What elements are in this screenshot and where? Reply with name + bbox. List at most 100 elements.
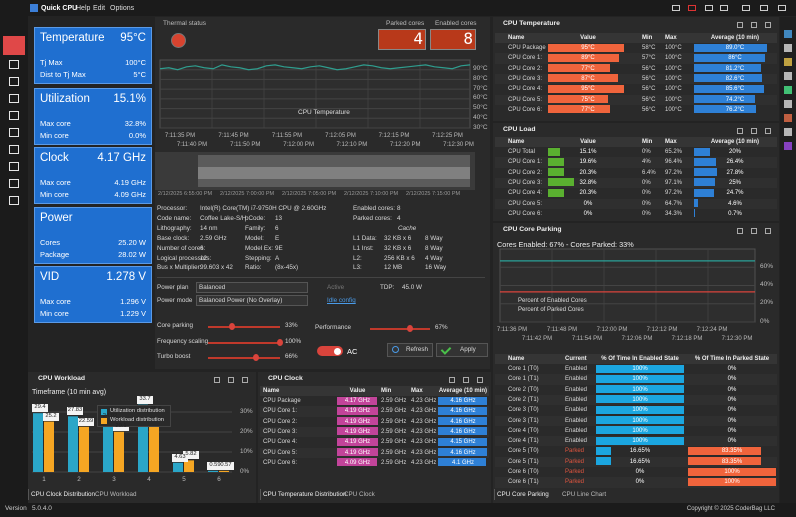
cell: 0% [583, 200, 593, 207]
label: Ratio: [245, 264, 262, 272]
cell: CPU Core 2: [508, 65, 543, 72]
table-bar [548, 53, 620, 62]
column-header: Value [349, 388, 366, 394]
cell: 56°C [642, 86, 656, 93]
cell: 19.6% [579, 159, 597, 166]
value-label: 0.59 [209, 461, 221, 468]
menu-item[interactable]: Options [110, 5, 135, 12]
cell: 4.23 GHz [411, 459, 437, 466]
table-bar [548, 95, 608, 103]
table-bar [694, 95, 755, 103]
tab[interactable]: CPU Clock [344, 491, 375, 498]
tile [34, 147, 152, 204]
cell: 4.19 GHz [344, 428, 371, 435]
label: 4 [413, 29, 423, 48]
panel-button [751, 228, 757, 234]
table-bar [694, 157, 716, 166]
table-bar [694, 53, 765, 62]
value-label: 0.57 [220, 461, 232, 468]
table-bar [548, 74, 618, 83]
cell: 100% [724, 469, 740, 475]
table-header [495, 33, 777, 43]
x-tick-label: 7:12:05 PM [325, 133, 356, 139]
cell: Parked [565, 448, 585, 455]
table-bar [337, 448, 378, 456]
table-bar [337, 427, 378, 436]
label: Frequency scaling [157, 338, 209, 345]
value-label-box [32, 404, 48, 413]
tab[interactable]: CPU Core Parking [497, 491, 549, 498]
panel-title: CPU Workload [38, 375, 86, 382]
label: L1 Inst: [353, 244, 374, 252]
cell: Enabled [565, 386, 588, 393]
label: 4 [397, 214, 401, 222]
tile [34, 88, 152, 145]
link[interactable]: Idle config [327, 297, 356, 304]
cell: 2.59 GHz [381, 398, 407, 404]
cell: CPU Package [263, 398, 301, 404]
value-label: 28.5 [150, 406, 162, 412]
nav-icon [9, 111, 19, 120]
button-label[interactable]: Apply [460, 346, 476, 353]
table-row [495, 177, 777, 189]
label: Turbo boost [157, 353, 191, 360]
label: Min core [40, 309, 69, 318]
cell: 64.7% [665, 200, 683, 207]
cell: 16.65% [629, 448, 651, 455]
label: 28.02 W [118, 250, 146, 259]
tab-edge [494, 489, 495, 500]
label: 8 [463, 29, 473, 48]
label: TDP: [380, 284, 395, 291]
value-label: 20.1 [115, 422, 127, 429]
dropdown-value[interactable]: Balanced Power (No Overlay) [199, 297, 283, 304]
table-row [495, 73, 777, 85]
label: (8x-45x) [275, 264, 299, 272]
table-row [495, 477, 777, 488]
strip-icon [784, 44, 792, 52]
label: 4.09 GHz [114, 190, 146, 199]
label: Parked cores: [353, 214, 392, 222]
label: 5.0.4.0 [32, 505, 52, 512]
table-bar [694, 209, 695, 218]
cell: 83.35% [721, 448, 743, 455]
value-label-box [67, 407, 83, 416]
cell: CPU Core 3: [263, 428, 298, 435]
tab[interactable]: CPU Temperature Distribution [263, 491, 347, 498]
table-bar [548, 147, 561, 156]
table-bar [438, 448, 488, 456]
tile [34, 27, 152, 84]
x-tick-label: 7:11:35 PM [164, 133, 196, 139]
y-tick-label: 60°C [473, 94, 488, 102]
label: L1 Data: [353, 234, 377, 242]
cell: 0% [727, 438, 737, 445]
cell: 100°C [665, 75, 682, 82]
cell: 82.6°C [725, 75, 745, 82]
cell: 56°C [642, 65, 656, 72]
cell: 0% [635, 469, 645, 475]
label: 12 MB [384, 264, 403, 272]
x-tick-label: 7:11:55 PM [271, 133, 303, 139]
column-header: Min [642, 35, 653, 41]
tab[interactable]: CPU Clock Distribution [31, 491, 96, 498]
label: Package [40, 250, 70, 259]
ac-toggle [317, 346, 343, 356]
tab[interactable]: CPU Workload [95, 491, 137, 498]
column-header: Min [381, 388, 392, 394]
column-header: Max [665, 35, 677, 41]
table-header [495, 354, 777, 364]
cell: 100°C [665, 65, 682, 72]
bar [138, 404, 148, 472]
cell: 4.23 GHz [411, 418, 437, 425]
dropdown-value[interactable]: Balanced [199, 284, 226, 291]
menu-item[interactable]: Edit [93, 5, 106, 12]
button-label[interactable]: Refresh [406, 346, 429, 353]
column-header: Name [508, 356, 525, 362]
tab[interactable]: CPU Line Chart [562, 491, 607, 498]
value-label-box [43, 412, 59, 421]
cell: 0% [727, 396, 737, 403]
x-tick-label: 7:12:30 PM [443, 142, 474, 148]
menu-item[interactable]: Help [76, 5, 91, 12]
column-header: Max [665, 139, 677, 145]
bar [173, 462, 183, 472]
strip-icon [784, 128, 792, 136]
